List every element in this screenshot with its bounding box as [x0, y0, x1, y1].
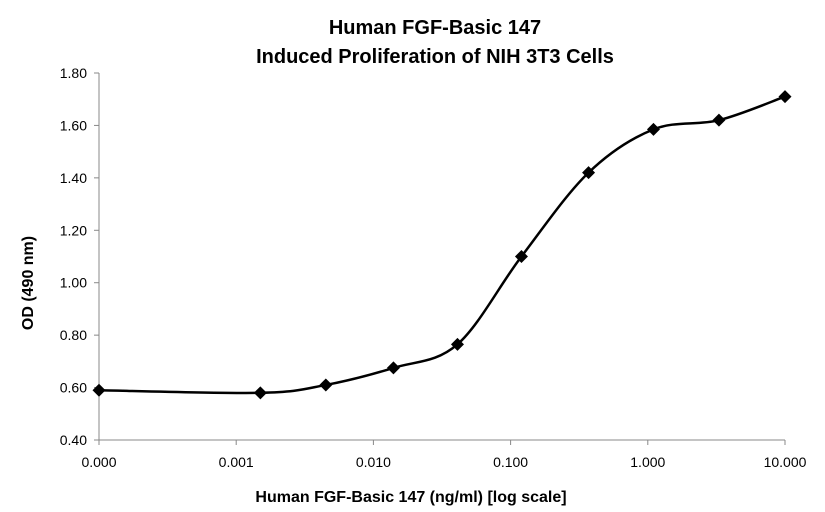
y-tick-label: 0.60: [60, 380, 87, 396]
y-tick-label: 1.40: [60, 170, 87, 186]
data-point-marker: [92, 383, 106, 397]
series-line: [98, 95, 786, 395]
x-tick-label: 0.001: [219, 454, 254, 470]
data-point-marker: [712, 113, 726, 127]
data-point-marker: [253, 386, 267, 400]
axes: [98, 73, 785, 441]
x-tick-label: 10.000: [764, 454, 807, 470]
y-tick-label: 0.40: [60, 432, 87, 448]
data-point-marker: [386, 361, 400, 375]
ticks: 0.40 0.60 0.80 1.00 1.20 1.40 1.60 1.80 0.000 0.0…: [60, 65, 807, 470]
y-tick-label: 1.00: [60, 275, 87, 291]
x-tick-label: 0.000: [81, 454, 116, 470]
x-axis-label: Human FGF-Basic 147 (ng/ml) [log scale]: [255, 489, 566, 506]
y-tick-label: 0.80: [60, 327, 87, 343]
chart-title: Human FGF-Basic 147: [329, 17, 541, 39]
data-point-marker: [514, 250, 528, 263]
series-layer: [92, 90, 792, 400]
y-tick-label: 1.80: [60, 65, 87, 81]
data-point-marker: [582, 166, 596, 180]
y-tick-label: 1.60: [60, 117, 87, 133]
data-point-marker: [319, 378, 333, 392]
x-tick-label: 0.100: [493, 454, 528, 470]
data-point-marker: [646, 122, 660, 136]
x-tick-label: 1.000: [630, 454, 665, 470]
x-tick-label: 0.010: [356, 454, 391, 470]
data-point-marker: [450, 337, 464, 351]
data-point-marker: [778, 90, 792, 104]
chart-subtitle: Induced Proliferation of NIH 3T3 Cells: [256, 46, 614, 68]
y-tick-label: 1.20: [60, 222, 87, 238]
y-axis-label: OD (490 nm): [20, 236, 37, 330]
